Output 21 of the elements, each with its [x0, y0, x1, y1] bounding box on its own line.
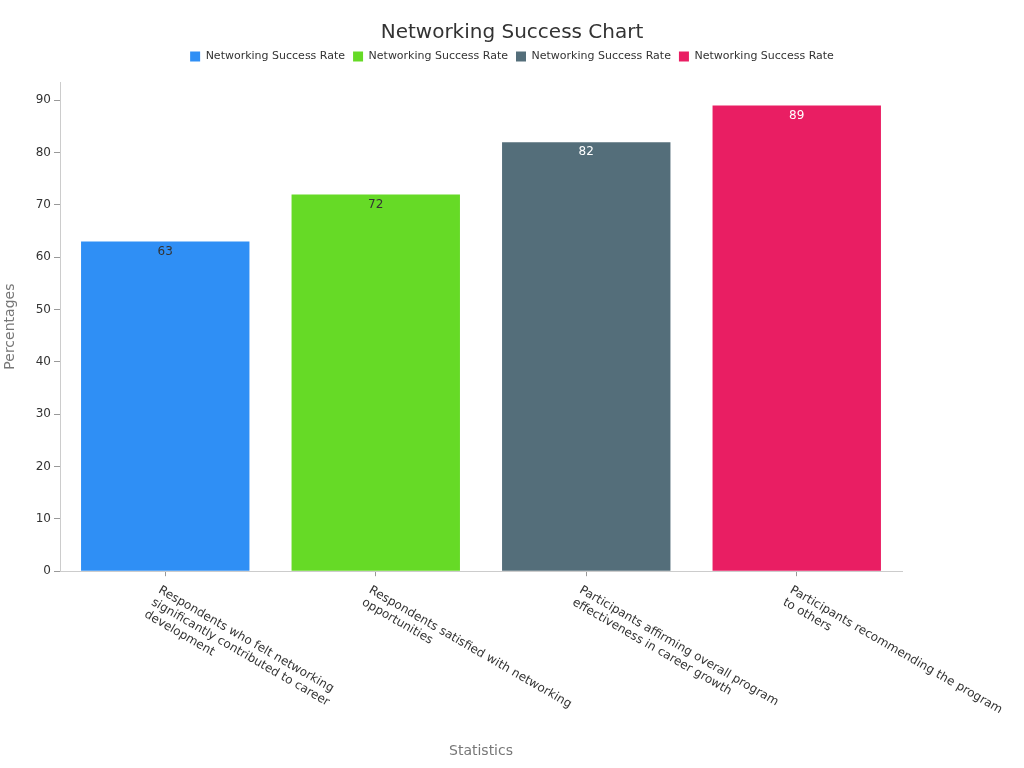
y-tick-label: 50 — [35, 301, 51, 316]
data-label: 82 — [578, 144, 594, 159]
legend-label: Networking Success Rate — [694, 49, 835, 63]
x-axis-title: Statistics — [449, 742, 513, 759]
chart-title: Networking Success Chart — [380, 19, 644, 44]
legend-label: Networking Success Rate — [368, 49, 509, 63]
y-tick-label: 70 — [35, 197, 51, 212]
y-tick-label: 90 — [35, 92, 51, 107]
y-tick-label: 30 — [35, 406, 51, 421]
legend-label: Networking Success Rate — [205, 49, 346, 63]
y-axis-title: Percentages — [1, 283, 18, 370]
y-tick-label: 60 — [35, 249, 51, 264]
legend-label: Networking Success Rate — [531, 49, 672, 63]
data-label: 63 — [157, 243, 173, 258]
y-tick-label: 20 — [35, 458, 51, 473]
y-tick-label: 40 — [35, 354, 51, 369]
data-label: 72 — [368, 196, 384, 211]
data-label: 89 — [789, 107, 805, 122]
y-tick-label: 10 — [35, 511, 51, 525]
y-tick-label: 80 — [35, 144, 51, 159]
y-tick-label: 0 — [43, 563, 51, 578]
